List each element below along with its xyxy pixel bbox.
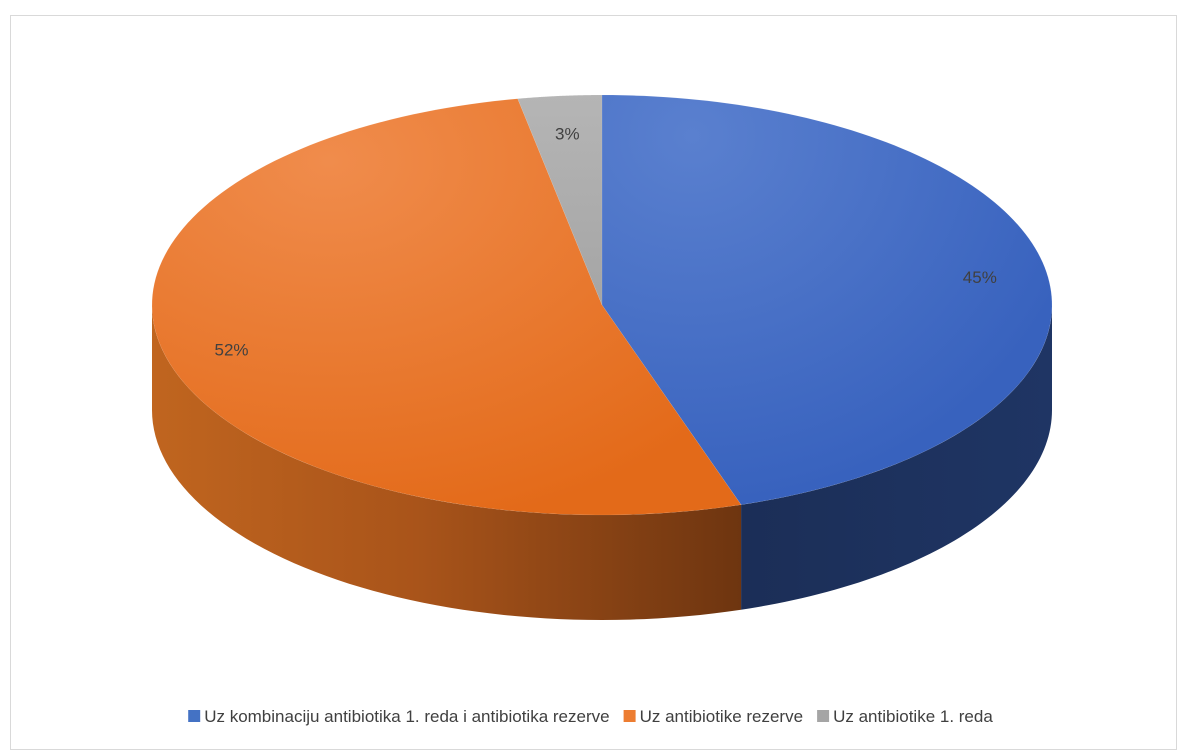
- legend-swatch-2: [623, 710, 636, 722]
- pie-side-1: [741, 305, 1052, 610]
- pie-tops: [151, 94, 1053, 516]
- legend-swatch-1: [188, 710, 201, 722]
- data-label-3: 3%: [555, 125, 580, 144]
- data-label-1: 45%: [963, 268, 997, 287]
- legend-label-2: Uz antibiotike rezerve: [640, 707, 803, 726]
- legend: Uz kombinaciju antibiotika 1. reda i ant…: [188, 707, 993, 726]
- pie-slice-2: [151, 98, 742, 516]
- legend-label-3: Uz antibiotike 1. reda: [833, 707, 993, 726]
- pie-data-labels: 45% 52% 3%: [214, 125, 996, 360]
- pie-side-2: [152, 305, 742, 620]
- pie-sides: [152, 305, 1052, 620]
- legend-label-1: Uz kombinaciju antibiotika 1. reda i ant…: [204, 707, 609, 726]
- pie-slice-3: [517, 94, 603, 306]
- data-label-2: 52%: [214, 340, 248, 359]
- legend-swatch-3: [817, 710, 830, 722]
- pie-slice-1: [601, 94, 1053, 505]
